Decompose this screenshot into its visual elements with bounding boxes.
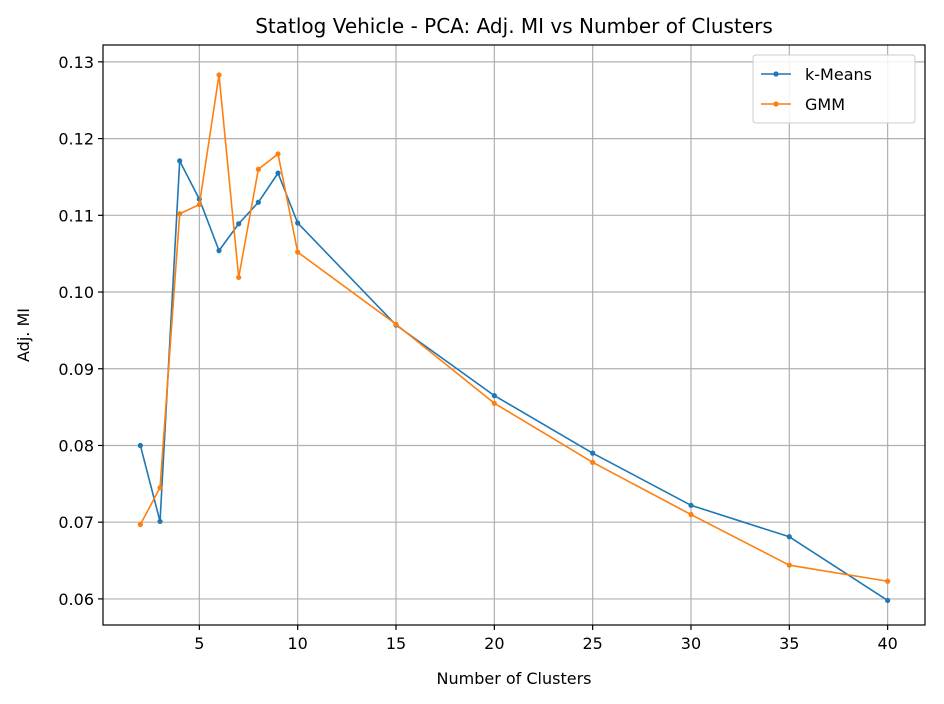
- y-axis-label: Adj. MI: [14, 308, 33, 362]
- data-point-k-means: [786, 534, 792, 540]
- x-tick-label: 15: [386, 634, 406, 653]
- y-tick-label: 0.07: [58, 513, 94, 532]
- x-tick-label: 10: [288, 634, 308, 653]
- y-tick-label: 0.06: [58, 590, 94, 609]
- data-point-gmm: [196, 201, 202, 208]
- data-point-k-means: [275, 170, 281, 176]
- data-point-gmm: [590, 459, 596, 465]
- legend: k-Means GMM: [752, 54, 916, 124]
- data-point-gmm: [275, 151, 281, 157]
- x-tick-label: 30: [681, 634, 701, 653]
- data-point-k-means: [688, 502, 694, 508]
- data-point-k-means: [590, 450, 596, 456]
- series-layer: [137, 72, 891, 604]
- y-axis-ticks: 0.06 0.07 0.08 0.09 0.10 0.11 0.12 0.13: [58, 53, 103, 609]
- series-k-means: [137, 158, 891, 604]
- y-tick-label: 0.13: [58, 53, 94, 72]
- data-point-gmm: [393, 321, 399, 327]
- data-point-gmm: [157, 485, 163, 491]
- data-point-gmm: [295, 249, 301, 255]
- x-tick-label: 20: [484, 634, 504, 653]
- data-point-gmm: [236, 274, 242, 281]
- y-tick-label: 0.10: [58, 283, 94, 302]
- legend-label-gmm: GMM: [805, 95, 845, 114]
- data-point-gmm: [491, 400, 497, 406]
- y-tick-label: 0.11: [58, 206, 94, 225]
- x-tick-label: 40: [877, 634, 897, 653]
- data-point-k-means: [177, 158, 183, 164]
- data-point-k-means: [157, 518, 163, 525]
- data-point-gmm: [786, 562, 792, 568]
- data-point-gmm: [177, 211, 183, 217]
- legend-label-k-means: k-Means: [805, 65, 872, 84]
- data-point-k-means: [295, 220, 301, 226]
- x-tick-label: 25: [582, 634, 602, 653]
- plot-frame: [102, 44, 926, 626]
- chart-title: Statlog Vehicle - PCA: Adj. MI vs Number…: [255, 14, 773, 38]
- data-point-k-means: [255, 199, 261, 205]
- data-point-k-means: [236, 221, 242, 227]
- data-point-gmm: [885, 578, 891, 584]
- data-point-k-means: [216, 248, 222, 254]
- x-axis-label: Number of Clusters: [437, 669, 592, 688]
- y-tick-label: 0.09: [58, 360, 94, 379]
- y-tick-label: 0.12: [58, 130, 94, 149]
- grid: [103, 45, 925, 625]
- legend-marker-gmm: [773, 101, 779, 107]
- legend-box: [752, 54, 916, 124]
- data-point-k-means: [885, 597, 891, 604]
- data-point-gmm: [137, 521, 143, 528]
- data-point-gmm: [216, 72, 222, 78]
- x-tick-label: 35: [779, 634, 799, 653]
- data-point-k-means: [137, 442, 143, 449]
- data-point-k-means: [491, 393, 497, 399]
- legend-marker-k-means: [773, 71, 779, 77]
- data-point-gmm: [255, 166, 261, 172]
- series-gmm: [137, 72, 891, 584]
- y-tick-label: 0.08: [58, 436, 94, 455]
- x-tick-label: 5: [194, 634, 204, 653]
- data-point-gmm: [688, 511, 694, 518]
- x-axis-ticks: 5 10 15 20 25 30 35 40: [194, 625, 898, 653]
